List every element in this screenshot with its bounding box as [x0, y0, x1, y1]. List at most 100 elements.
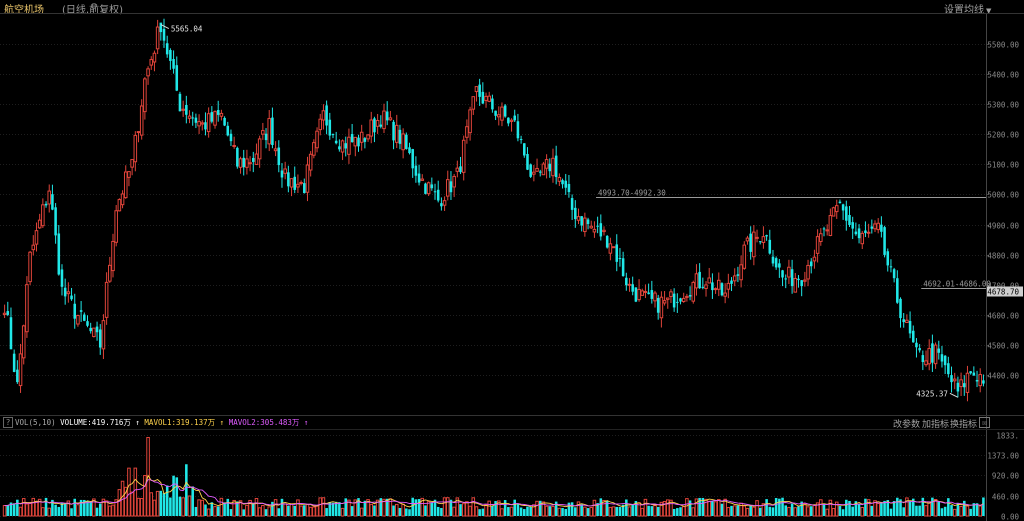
candle-body: [781, 270, 784, 278]
volume-bar: [631, 504, 634, 516]
candle-body: [726, 282, 731, 290]
candle-body: [229, 133, 233, 142]
volume-bar: [325, 508, 328, 516]
volume-bar: [592, 499, 597, 517]
candle-body: [876, 222, 880, 231]
volume-bar: [484, 504, 488, 517]
candle-body: [730, 280, 733, 284]
candle-body: [599, 223, 603, 237]
candle-body: [959, 379, 963, 388]
volume-bar: [672, 508, 676, 516]
candle-body: [681, 297, 686, 303]
volume-bar: [538, 500, 542, 516]
gear-icon[interactable]: ⚙: [91, 1, 98, 12]
volume-bar: [567, 502, 571, 516]
volume-bar: [793, 507, 798, 517]
help-icon[interactable]: ?: [3, 417, 13, 428]
candle-body: [455, 167, 460, 172]
volume-bar: [491, 505, 494, 516]
candle-body: [592, 228, 597, 233]
candle-body: [854, 231, 858, 235]
candle-body: [120, 193, 125, 206]
volume-bar: [73, 498, 77, 516]
candle-body: [379, 124, 383, 127]
candle-body: [289, 178, 294, 188]
volume-bar: [736, 505, 740, 516]
candle-body: [264, 133, 268, 141]
candle-body: [299, 181, 303, 184]
volume-bar: [892, 501, 896, 516]
add-indicator-button[interactable]: 加指标: [922, 420, 950, 430]
volume-bar: [398, 508, 402, 516]
volume-tick-label: 1373.00: [987, 452, 1019, 461]
set-ma-label: 设置均线: [944, 5, 984, 16]
candle-body: [742, 244, 747, 269]
candle-body: [736, 274, 740, 276]
volume-bar: [778, 498, 781, 516]
price-tick-label: 4700.00: [987, 282, 1019, 291]
volume-bar: [197, 499, 201, 517]
candle-body: [739, 264, 743, 281]
volume-bar: [526, 506, 529, 516]
set-ma-button[interactable]: 设置均线 ▼: [944, 1, 991, 16]
volume-bar: [47, 507, 52, 517]
arrow-up-icon: ↑: [135, 418, 140, 427]
close-icon[interactable]: ☒: [979, 417, 990, 428]
volume-bar: [500, 508, 504, 517]
volume-value: VOLUME:419.716万: [60, 418, 131, 427]
candle-body: [353, 136, 358, 147]
candle-body: [952, 378, 957, 382]
volume-bar: [60, 502, 64, 516]
candle-body: [921, 355, 925, 363]
volume-bar: [701, 497, 705, 516]
candle-body: [589, 225, 594, 229]
candle-body: [478, 84, 481, 97]
volume-bar: [440, 508, 443, 516]
volume-bar: [417, 499, 421, 516]
candle-body: [848, 214, 851, 225]
volume-bar: [98, 503, 102, 516]
volume-bar: [178, 496, 182, 516]
volume-bar: [408, 509, 411, 516]
price-tick-label: 5100.00: [987, 161, 1019, 170]
candle-body: [254, 153, 259, 165]
volume-bar: [943, 506, 947, 516]
candle-body: [41, 204, 45, 227]
candle-body: [152, 52, 157, 63]
volume-bar: [940, 508, 944, 516]
volume-bar: [809, 506, 813, 516]
candle-body: [98, 329, 102, 348]
candle-body: [927, 348, 931, 365]
candle-body: [963, 383, 966, 388]
price-tick-label: 4400.00: [987, 372, 1019, 381]
volume-bar: [130, 491, 134, 517]
volume-bar: [883, 500, 886, 516]
candle-body: [615, 244, 619, 262]
volume-bar: [965, 505, 970, 517]
candle-body: [535, 168, 539, 172]
candle-body: [669, 291, 673, 298]
volume-bar: [507, 507, 510, 516]
candle-body: [388, 117, 393, 121]
candle-body: [169, 49, 172, 61]
volume-bar: [25, 503, 29, 517]
volume-bar: [264, 509, 268, 516]
volume-bar: [611, 506, 616, 517]
volume-bar: [455, 497, 460, 517]
switch-indicator-button[interactable]: 换指标: [950, 420, 978, 430]
edit-params-button[interactable]: 改参数: [893, 420, 921, 430]
candle-body: [474, 86, 479, 93]
volume-bar: [544, 505, 549, 517]
candle-body: [127, 171, 131, 178]
candle-body: [965, 372, 970, 393]
volume-bar: [950, 505, 953, 516]
candle-body: [139, 105, 144, 136]
volume-bar: [618, 506, 622, 516]
volume-bar: [86, 501, 89, 516]
candle-body: [637, 288, 641, 301]
candle-body: [83, 314, 86, 321]
candle-body: [933, 344, 938, 365]
volume-bar: [551, 505, 555, 517]
volume-bar: [650, 506, 654, 516]
